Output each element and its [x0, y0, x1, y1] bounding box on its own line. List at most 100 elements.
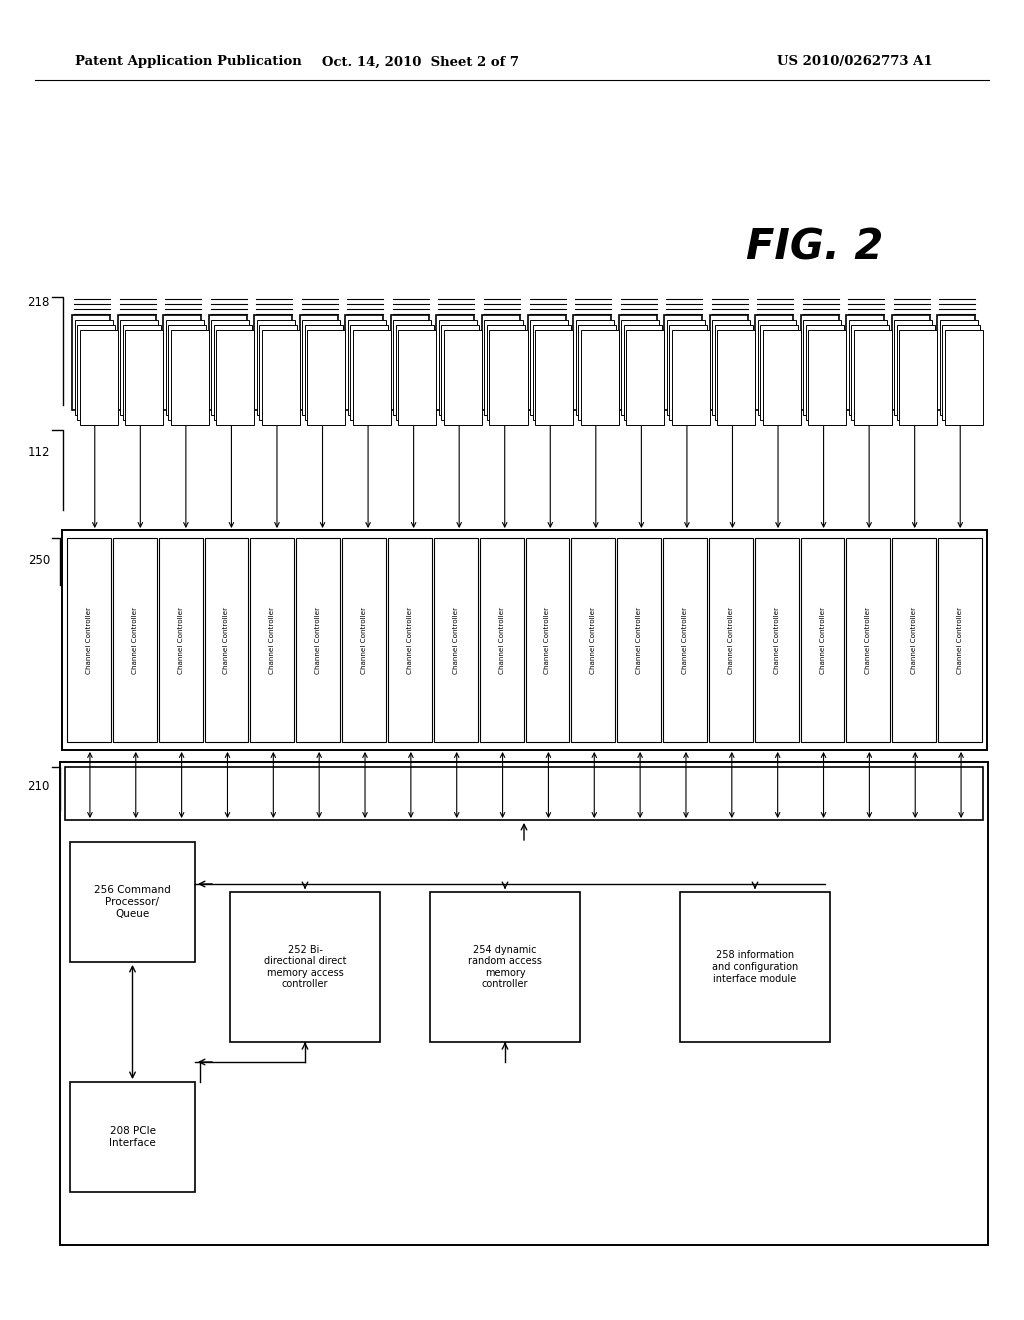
Text: Flash: Flash	[543, 350, 552, 372]
Bar	[441, 325, 479, 420]
Bar	[60, 762, 988, 1245]
Text: FIG. 2: FIG. 2	[746, 227, 884, 269]
Text: 112: 112	[28, 446, 50, 458]
Bar	[305, 325, 343, 420]
Bar	[251, 539, 294, 742]
Bar	[801, 539, 845, 742]
Bar	[573, 315, 611, 411]
Bar	[717, 330, 756, 425]
Text: Flash: Flash	[315, 350, 325, 372]
Bar	[489, 330, 527, 425]
Bar	[571, 539, 615, 742]
Bar	[617, 539, 662, 742]
Bar	[436, 315, 474, 411]
Bar	[849, 319, 887, 414]
Bar	[808, 330, 847, 425]
Bar	[259, 325, 297, 420]
Text: Flash: Flash	[953, 350, 962, 372]
Bar	[892, 315, 930, 411]
Bar	[575, 319, 613, 414]
Bar	[388, 539, 432, 742]
Bar	[487, 325, 525, 420]
Bar	[262, 330, 300, 425]
Text: Channel Controller: Channel Controller	[682, 606, 688, 673]
Bar	[123, 325, 161, 420]
Bar	[113, 539, 157, 742]
Bar	[942, 325, 981, 420]
Bar	[672, 330, 710, 425]
Bar	[168, 325, 206, 420]
Bar	[847, 315, 885, 411]
Text: US 2010/0262773 A1: US 2010/0262773 A1	[777, 55, 933, 69]
Bar	[945, 330, 983, 425]
Bar	[525, 539, 569, 742]
Bar	[532, 325, 570, 420]
Text: Channel Controller: Channel Controller	[499, 606, 505, 673]
Bar	[847, 539, 890, 742]
Text: Channel Controller: Channel Controller	[361, 606, 367, 673]
Text: 250: 250	[28, 553, 50, 566]
Bar	[763, 330, 801, 425]
Bar	[163, 315, 201, 411]
Text: Flash: Flash	[498, 350, 507, 372]
Bar	[307, 330, 345, 425]
Bar	[624, 325, 662, 420]
Bar	[756, 315, 794, 411]
Bar	[479, 539, 523, 742]
Text: Flash: Flash	[771, 350, 779, 372]
Text: Patent Application Publication: Patent Application Publication	[75, 55, 302, 69]
Text: 208 PCIe
Interface: 208 PCIe Interface	[110, 1126, 156, 1148]
Bar	[209, 315, 247, 411]
Text: Flash: Flash	[907, 350, 916, 372]
Bar	[626, 330, 665, 425]
Bar	[581, 330, 618, 425]
Text: Channel Controller: Channel Controller	[269, 606, 275, 673]
Text: Flash: Flash	[407, 350, 416, 372]
Bar	[80, 330, 118, 425]
Bar	[715, 325, 753, 420]
Bar	[350, 325, 388, 420]
Bar	[65, 767, 983, 820]
Bar	[214, 325, 252, 420]
Bar	[353, 330, 391, 425]
Bar	[205, 539, 249, 742]
Bar	[803, 319, 842, 414]
Text: Flash: Flash	[269, 350, 279, 372]
Bar	[70, 842, 195, 962]
Bar	[667, 319, 705, 414]
Text: Channel Controller: Channel Controller	[177, 606, 183, 673]
Bar	[801, 315, 839, 411]
Bar	[302, 319, 340, 414]
Text: Flash: Flash	[360, 350, 370, 372]
Bar	[443, 330, 482, 425]
Bar	[211, 319, 249, 414]
Bar	[665, 315, 702, 411]
Bar	[398, 330, 436, 425]
Bar	[118, 315, 156, 411]
Bar	[430, 892, 580, 1041]
Text: Channel Controller: Channel Controller	[728, 606, 734, 673]
Bar	[439, 319, 477, 414]
Text: 254 dynamic
random access
memory
controller: 254 dynamic random access memory control…	[468, 945, 542, 990]
Bar	[854, 330, 892, 425]
Bar	[393, 319, 431, 414]
Text: Channel Controller: Channel Controller	[865, 606, 871, 673]
Text: Flash: Flash	[452, 350, 461, 372]
Bar	[579, 325, 616, 420]
Text: 210: 210	[28, 780, 50, 793]
Bar	[257, 319, 295, 414]
Bar	[254, 315, 292, 411]
Bar	[125, 330, 163, 425]
Bar	[484, 319, 522, 414]
Bar	[171, 330, 209, 425]
Bar	[892, 539, 936, 742]
Bar	[70, 1082, 195, 1192]
Bar	[482, 315, 520, 411]
Bar	[342, 539, 386, 742]
Text: 218: 218	[28, 297, 50, 309]
Bar	[120, 319, 158, 414]
Bar	[348, 319, 386, 414]
Bar	[535, 330, 573, 425]
Text: Flash: Flash	[224, 350, 233, 372]
Bar	[300, 315, 338, 411]
